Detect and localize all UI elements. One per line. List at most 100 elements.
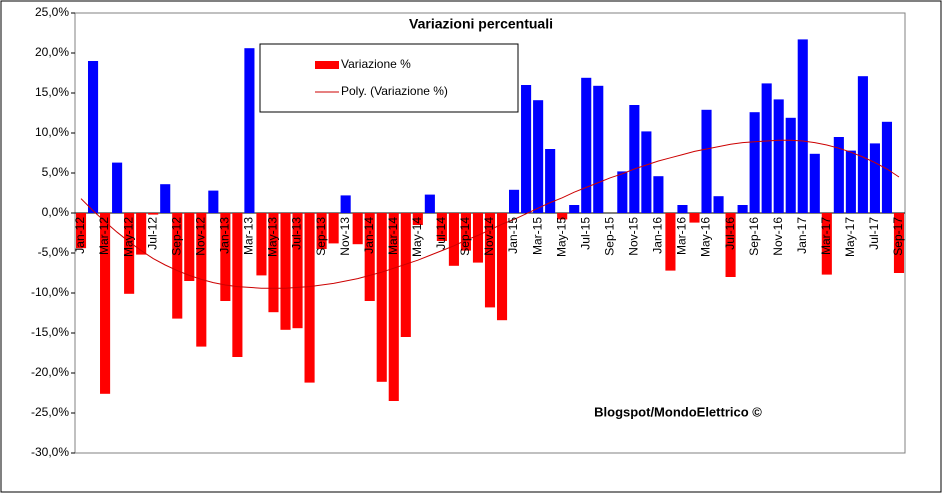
x-tick-label: Sep-17: [891, 217, 905, 256]
x-tick-label: May-16: [699, 217, 713, 257]
bar: [388, 213, 399, 401]
x-tick-label: Nov-12: [193, 217, 207, 256]
bar: [749, 112, 760, 213]
bar: [208, 190, 219, 213]
x-tick-label: Jul-13: [290, 217, 304, 250]
x-tick-label: Jan-16: [651, 217, 665, 254]
bar: [869, 143, 880, 213]
bar: [701, 109, 712, 213]
y-tick-label: -5,0%: [38, 245, 70, 259]
bar: [424, 194, 435, 213]
bar: [893, 213, 905, 273]
bar: [593, 85, 604, 213]
bar: [75, 213, 87, 249]
x-tick-label: Nov-14: [482, 217, 496, 256]
bar: [160, 184, 171, 213]
annotation: Blogspot/MondoElettrico ©: [594, 404, 762, 419]
x-tick-label: Jan-12: [73, 217, 87, 254]
x-tick-label: Sep-14: [458, 217, 472, 256]
x-tick-label: Jan-13: [218, 217, 232, 254]
bar: [124, 213, 135, 294]
x-tick-label: Nov-16: [771, 217, 785, 256]
bar: [713, 196, 724, 213]
bar: [496, 213, 508, 321]
bar: [737, 205, 748, 213]
x-tick-label: Mar-12: [97, 217, 111, 255]
x-tick-label: Jul-14: [434, 217, 448, 250]
x-tick-label: May-17: [843, 217, 857, 257]
bar: [641, 131, 652, 213]
bar: [629, 105, 640, 213]
x-tick-label: May-12: [121, 217, 135, 257]
y-tick-label: 10,0%: [35, 125, 69, 139]
x-tick-label: Mar-13: [242, 217, 256, 255]
x-tick-label: Jan-17: [795, 217, 809, 254]
bar: [689, 213, 700, 223]
x-tick-label: May-15: [554, 217, 568, 257]
bar: [617, 171, 628, 213]
y-tick-label: -20,0%: [31, 365, 69, 379]
bar: [112, 162, 123, 213]
bar: [448, 213, 459, 266]
y-tick-label: 0,0%: [42, 205, 70, 219]
bar: [521, 85, 532, 213]
legend-label: Variazione %: [341, 57, 411, 71]
bar: [484, 213, 496, 308]
bar: [376, 213, 387, 382]
legend-swatch: [315, 61, 339, 69]
x-tick-label: Jul-17: [867, 217, 881, 250]
x-tick-label: Mar-15: [530, 217, 544, 255]
bar: [220, 213, 231, 301]
bar: [316, 213, 327, 249]
bar: [509, 189, 520, 213]
x-tick-label: Jan-14: [362, 217, 376, 254]
x-tick-label: Jul-15: [578, 217, 592, 250]
bar: [797, 39, 808, 214]
y-tick-label: 25,0%: [35, 5, 69, 19]
x-tick-label: Jul-16: [723, 217, 737, 250]
bar: [557, 213, 568, 220]
x-tick-label: May-14: [410, 217, 424, 257]
bar: [136, 213, 147, 255]
x-tick-label: Sep-13: [314, 217, 328, 256]
y-tick-label: 20,0%: [35, 45, 69, 59]
bar: [821, 213, 832, 275]
x-tick-label: Jan-15: [506, 217, 520, 254]
y-tick-label: -15,0%: [31, 325, 69, 339]
x-tick-label: May-13: [266, 217, 280, 257]
bar: [148, 213, 159, 215]
bar: [340, 195, 351, 213]
bar: [533, 100, 544, 213]
chart-title: Variazioni percentuali: [409, 16, 553, 32]
bar: [268, 213, 279, 313]
bar: [472, 213, 484, 263]
bar: [304, 213, 315, 383]
y-tick-label: 15,0%: [35, 85, 69, 99]
bar: [653, 176, 664, 213]
x-tick-label: Mar-16: [675, 217, 689, 255]
bar: [581, 77, 592, 213]
bar: [773, 99, 784, 213]
bar: [184, 213, 195, 281]
x-tick-label: Nov-13: [338, 217, 352, 256]
bar: [412, 213, 423, 225]
bar: [400, 213, 411, 337]
y-tick-label: -25,0%: [31, 405, 69, 419]
bar: [665, 213, 676, 271]
bar: [881, 121, 893, 213]
legend-label: Poly. (Variazione %): [341, 84, 448, 98]
legend-box: [259, 43, 519, 113]
x-tick-label: Sep-16: [747, 217, 761, 256]
bar: [761, 83, 772, 214]
bar: [100, 213, 111, 394]
bar: [460, 213, 471, 251]
bar: [87, 61, 99, 213]
bar: [244, 48, 255, 214]
bar: [436, 213, 447, 241]
bar: [677, 205, 688, 213]
y-tick-label: -10,0%: [31, 285, 69, 299]
bar: [857, 76, 868, 213]
x-tick-label: Mar-17: [819, 217, 833, 255]
bar: [785, 117, 796, 213]
bar: [545, 149, 556, 213]
